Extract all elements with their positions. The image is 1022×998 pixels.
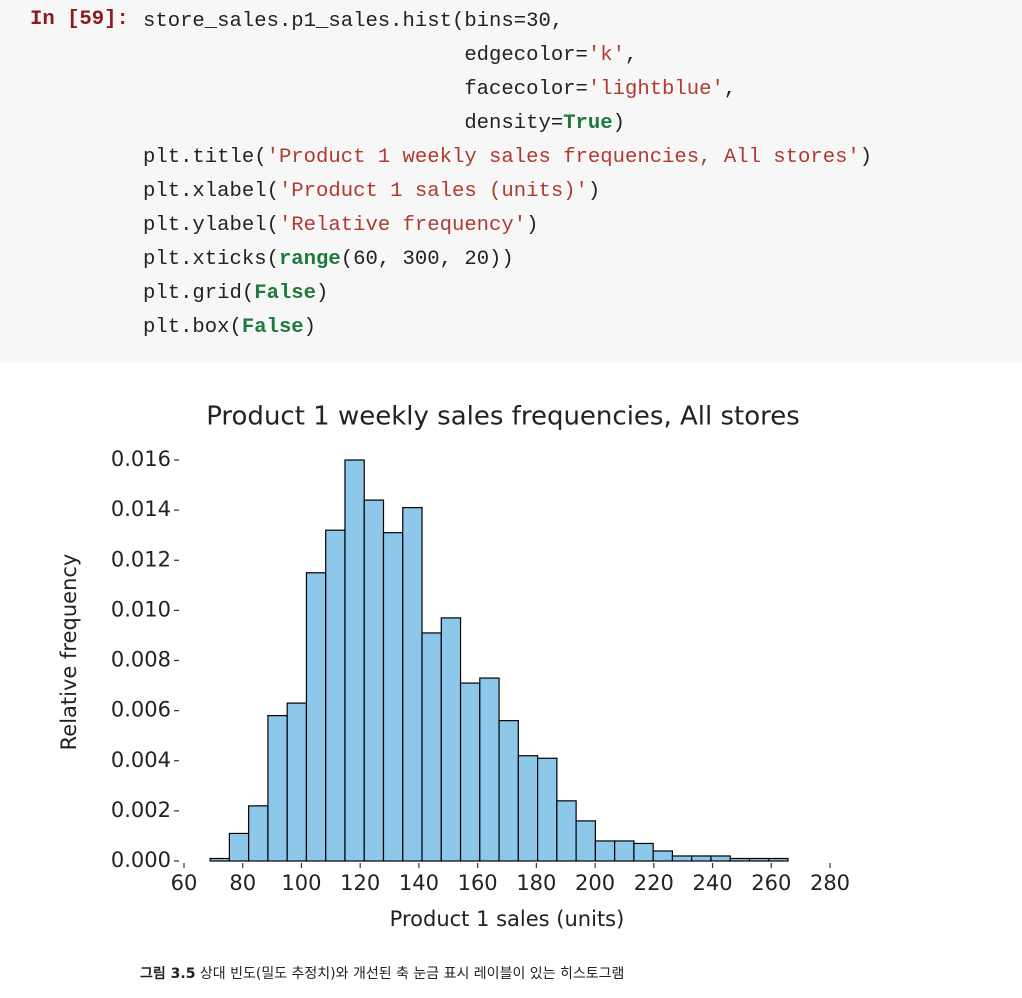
code-line: plt.grid(False): [143, 282, 329, 305]
code-line: plt.box(False): [143, 316, 317, 339]
bar: [594, 840, 616, 862]
bar: [421, 632, 442, 862]
bar: [363, 499, 385, 862]
x-tick-label: 80: [229, 871, 256, 895]
chart-title: Product 1 weekly sales frequencies, All …: [206, 402, 800, 432]
bar: [748, 857, 770, 862]
caption-label: 그림 3.5: [140, 966, 196, 982]
bar: [267, 715, 288, 862]
bar: [382, 532, 404, 862]
code-line: facecolor='lightblue',: [143, 78, 737, 101]
bar: [248, 805, 269, 862]
x-tick-label: 120: [340, 871, 380, 895]
figure-caption: 그림 3.5 상대 빈도(밀도 추정치)와 개선된 축 눈금 표시 레이블이 있…: [140, 963, 624, 983]
bar: [671, 855, 693, 862]
y-tick-label: 0.014: [111, 497, 171, 521]
bar: [614, 840, 635, 862]
bar: [729, 857, 751, 862]
bar: [344, 459, 365, 862]
bar: [633, 842, 654, 862]
bar: [325, 529, 346, 862]
bar: [710, 855, 731, 862]
bar: [459, 682, 481, 862]
x-tick-label: 60: [171, 871, 198, 895]
bar: [305, 572, 327, 862]
cell-prompt: In [59]:: [30, 8, 129, 31]
x-tick-label: 160: [458, 871, 498, 895]
y-tick-label: 0.012: [111, 547, 171, 571]
bar: [517, 755, 539, 862]
y-axis-label: Relative frequency: [57, 554, 81, 751]
bar: [479, 677, 500, 862]
x-tick-label: 100: [281, 871, 321, 895]
bar: [228, 832, 250, 862]
y-tick-label: 0.008: [111, 648, 171, 672]
code-line: plt.ylabel('Relative frequency'): [143, 214, 539, 237]
bar: [556, 800, 577, 862]
y-tick-label: 0.016: [111, 447, 171, 471]
x-tick-label: 240: [692, 871, 732, 895]
code-line: plt.xticks(range(60, 300, 20)): [143, 248, 514, 271]
bar: [498, 720, 519, 862]
code-line: density=True): [143, 112, 625, 135]
code-line: plt.xlabel('Product 1 sales (units)'): [143, 180, 601, 203]
y-tick-label: 0.000: [111, 848, 171, 872]
code-line: store_sales.p1_sales.hist(bins=30,: [143, 10, 564, 33]
code-cell: In [59]: store_sales.p1_sales.hist(bins=…: [0, 0, 1022, 362]
bar: [440, 617, 462, 862]
code-line: edgecolor='k',: [143, 44, 638, 67]
y-tick-label: 0.002: [111, 798, 171, 822]
y-tick-label: 0.006: [111, 698, 171, 722]
y-tick-label: 0.010: [111, 597, 171, 621]
code-line: plt.title('Product 1 weekly sales freque…: [143, 146, 873, 169]
x-axis-label: Product 1 sales (units): [390, 907, 625, 931]
x-tick-label: 260: [751, 871, 791, 895]
x-tick-label: 140: [399, 871, 439, 895]
x-tick-label: 180: [516, 871, 556, 895]
y-tick-label: 0.004: [111, 748, 171, 772]
bar: [575, 820, 596, 862]
bar: [652, 850, 674, 862]
bar: [536, 757, 558, 862]
x-tick-label: 200: [575, 871, 615, 895]
caption-text: 상대 빈도(밀도 추정치)와 개선된 축 눈금 표시 레이블이 있는 히스토그램: [199, 966, 625, 982]
bar: [209, 857, 230, 862]
bar: [286, 702, 308, 862]
x-tick-label: 280: [810, 871, 850, 895]
bar: [768, 857, 789, 862]
x-tick-label: 220: [634, 871, 674, 895]
bar: [691, 855, 712, 862]
bar: [402, 507, 423, 862]
